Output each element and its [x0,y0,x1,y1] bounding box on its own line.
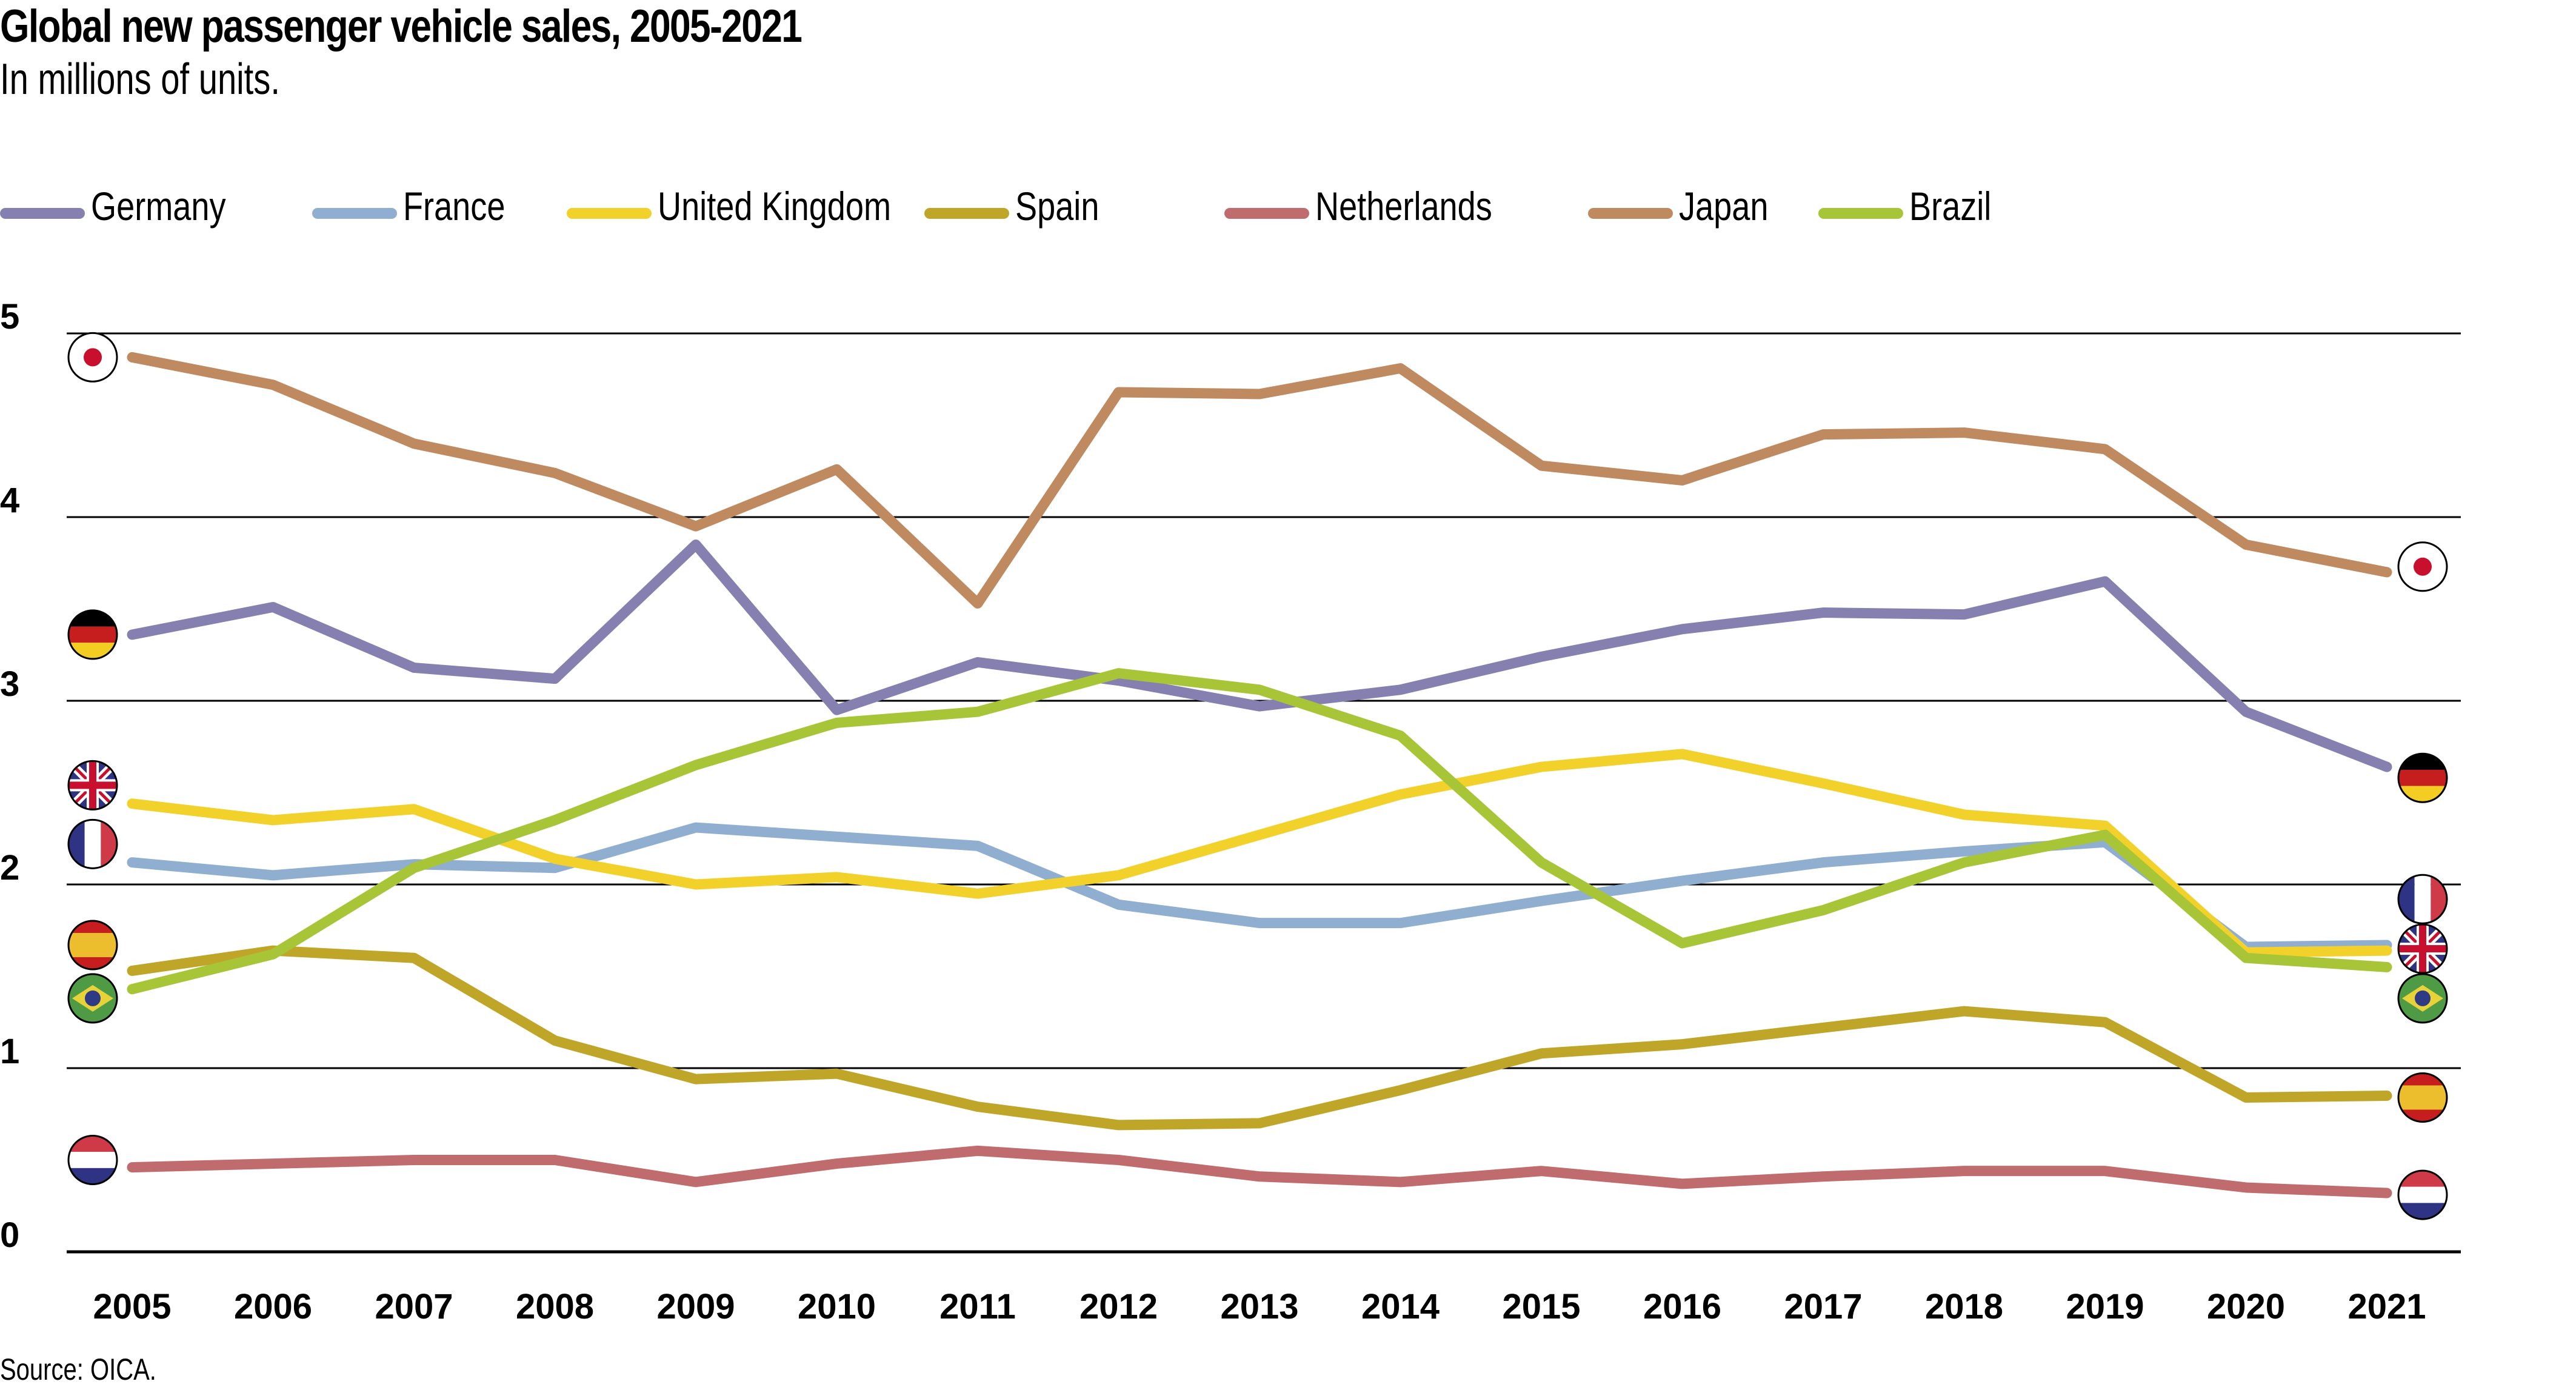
series-lines [127,352,2392,1198]
germany-flag-left [67,609,118,660]
legend-swatch [1588,208,1673,219]
x-axis-ticks: 2005 2006 2007 2008 2009 2010 2011 2012 2013 2014… [93,1287,2426,1326]
spain-flag-right [2397,1072,2448,1123]
legend-item-france: France [312,182,527,230]
legend-item-netherlands: Netherlands [1224,182,1531,230]
x-tick-label: 2021 [2347,1287,2426,1326]
series-line-united-kingdom [127,749,2392,958]
legend-swatch [1224,208,1309,219]
x-tick-label: 2011 [939,1287,1016,1326]
y-tick-label: 2 [0,848,19,887]
x-tick-label: 2007 [375,1287,453,1326]
japan-flag-right [2397,541,2448,592]
legend-label: Spain [1015,184,1099,229]
france-flag-right [2397,874,2448,924]
x-tick-label: 2013 [1220,1287,1298,1326]
x-tick-label: 2006 [234,1287,312,1326]
y-tick-label: 3 [0,664,19,704]
source-note: Source: OICA. [0,1352,156,1386]
x-tick-label: 2017 [1784,1287,1862,1326]
series-line-spain [127,945,2392,1131]
series-line-netherlands [127,1145,2392,1198]
legend-label: Brazil [1909,184,1992,229]
legend-swatch [312,208,397,219]
netherlands-flag-left [67,1135,118,1185]
gridlines [67,332,2461,1254]
france-flag-left [67,818,118,869]
legend-item-germany: Germany [0,182,255,230]
legend-swatch [567,208,652,219]
uk-flag-left [67,760,118,810]
chart-title: Global new passenger vehicle sales, 2005… [0,1,802,52]
legend-swatch [1818,208,1903,219]
x-tick-label: 2009 [656,1287,735,1326]
series-line-brazil [127,668,2392,995]
legend-label: France [403,184,506,229]
x-tick-label: 2016 [1643,1287,1721,1326]
uk-flag-right [2397,923,2448,974]
flag-markers [67,332,2448,1220]
x-tick-label: 2010 [798,1287,876,1326]
legend-item-japan: Japan [1588,182,1788,230]
netherlands-flag-right [2397,1169,2448,1220]
legend-label: Netherlands [1315,184,1492,229]
legend-label: United Kingdom [658,184,892,229]
x-tick-label: 2008 [516,1287,594,1326]
legend-label: Japan [1679,184,1769,229]
x-tick-label: 2012 [1079,1287,1158,1326]
y-tick-label: 5 [0,297,19,336]
legend-item-brazil: Brazil [1818,182,2009,230]
x-tick-label: 2020 [2207,1287,2285,1326]
x-tick-label: 2005 [93,1287,171,1326]
japan-flag-left [67,332,118,383]
legend-swatch [0,208,85,219]
y-axis-ticks: 0 1 2 3 4 5 [0,297,19,1255]
germany-flag-right [2397,752,2448,803]
x-tick-label: 2014 [1361,1287,1440,1326]
legend-label: Germany [91,184,226,229]
x-tick-label: 2015 [1502,1287,1580,1326]
y-tick-label: 4 [0,481,19,520]
brazil-flag-right [2397,973,2448,1024]
y-tick-label: 0 [0,1215,19,1255]
legend-swatch [924,208,1009,219]
spain-flag-left [67,920,118,971]
x-tick-label: 2018 [1925,1287,2003,1326]
y-tick-label: 1 [0,1032,19,1071]
legend-item-united-kingdom: United Kingdom [567,182,943,230]
x-tick-label: 2019 [2066,1287,2144,1326]
brazil-flag-left [67,973,118,1024]
chart-subtitle: In millions of units. [0,55,280,104]
legend-item-spain: Spain [924,182,1118,230]
series-line-germany [127,539,2392,772]
series-line-japan [127,352,2392,609]
